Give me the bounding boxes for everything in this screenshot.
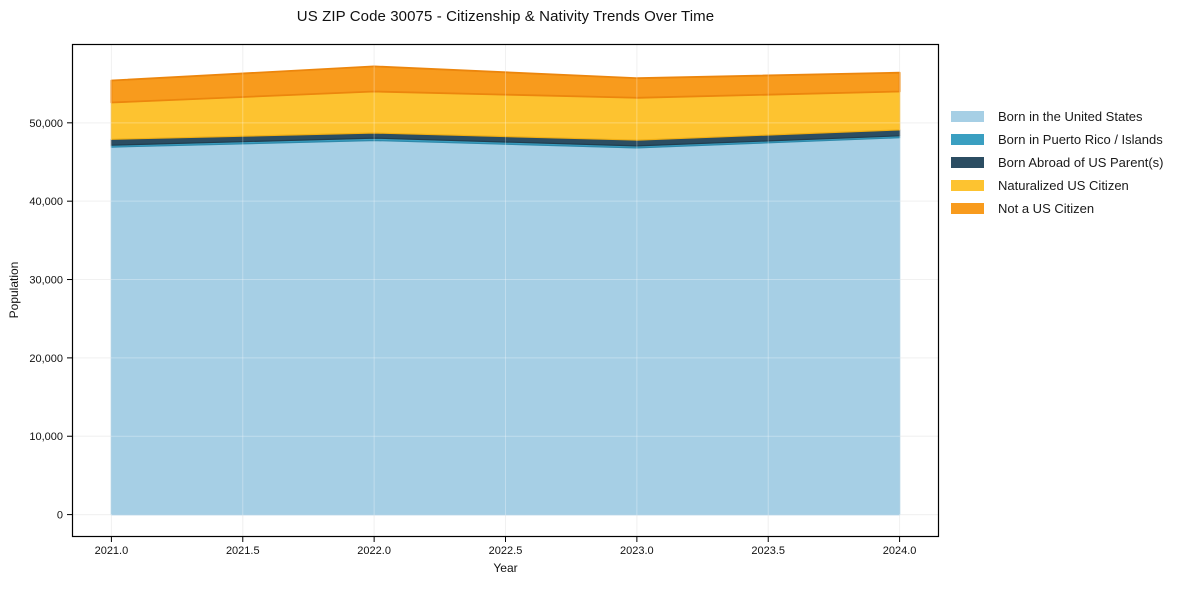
x-tick-label: 2023.5	[751, 545, 785, 557]
legend-item: Born Abroad of US Parent(s)	[951, 151, 1163, 174]
x-tick-label: 2022.5	[489, 545, 523, 557]
x-tick-label: 2024.0	[883, 545, 917, 557]
x-tick-label: 2021.0	[95, 545, 129, 557]
legend-item: Naturalized US Citizen	[951, 174, 1163, 197]
x-axis-label: Year	[493, 561, 518, 575]
legend-label: Naturalized US Citizen	[998, 178, 1129, 193]
legend-swatch-icon	[951, 157, 984, 168]
plot-frame	[71, 43, 940, 538]
y-axis-label: Population	[7, 261, 21, 319]
legend-item: Born in the United States	[951, 105, 1163, 128]
legend-swatch-icon	[951, 180, 984, 191]
legend-item: Not a US Citizen	[951, 197, 1163, 220]
y-tick-label: 40,000	[29, 196, 63, 208]
y-tick-label: 10,000	[29, 431, 63, 443]
legend-item: Born in Puerto Rico / Islands	[951, 128, 1163, 151]
legend: Born in the United States Born in Puerto …	[951, 105, 1163, 220]
legend-swatch-icon	[951, 111, 984, 122]
legend-swatch-icon	[951, 203, 984, 214]
legend-label: Born Abroad of US Parent(s)	[998, 155, 1164, 170]
legend-label: Not a US Citizen	[998, 201, 1095, 216]
x-tick-label: 2022.0	[357, 545, 391, 557]
y-tick-label: 30,000	[29, 275, 63, 287]
area-layer-5	[110, 65, 901, 104]
legend-label: Born in the United States	[998, 109, 1143, 124]
chart-title: US ZIP Code 30075 - Citizenship & Nativi…	[296, 8, 715, 25]
y-tick-label: 0	[57, 510, 63, 522]
legend-label: Born in Puerto Rico / Islands	[998, 132, 1163, 147]
x-tick-label: 2021.5	[226, 545, 260, 557]
y-tick-label: 50,000	[29, 118, 63, 130]
legend-swatch-icon	[951, 134, 984, 145]
y-tick-label: 20,000	[29, 353, 63, 365]
x-tick-label: 2023.0	[620, 545, 654, 557]
